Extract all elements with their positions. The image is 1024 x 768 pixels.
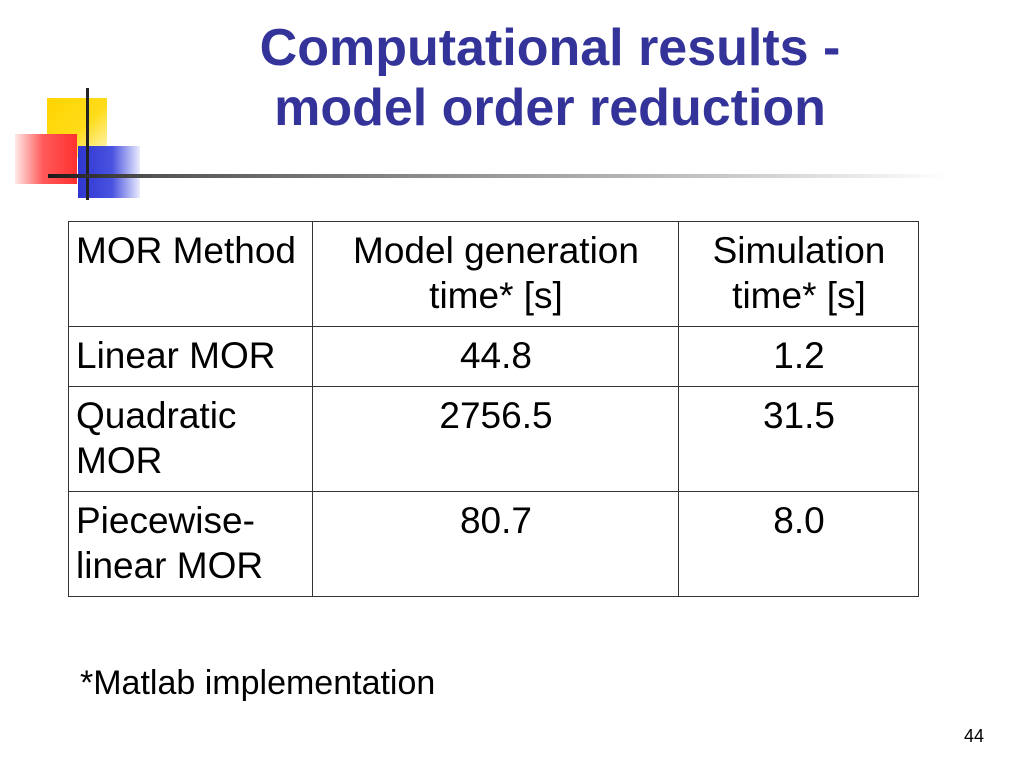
cell-generation-time: 44.8 (312, 326, 679, 387)
cell-simulation-time: 1.2 (678, 326, 919, 387)
table-row: Piecewise-linear MOR 80.7 8.0 (68, 491, 919, 597)
slide-title: Computational results - model order redu… (150, 18, 950, 138)
header-model-generation-time: Model generation time* [s] (312, 221, 679, 327)
title-line-2: model order reduction (274, 79, 826, 137)
cell-method: Piecewise-linear MOR (68, 491, 313, 597)
footnote: *Matlab implementation (80, 664, 436, 702)
header-mor-method: MOR Method (68, 221, 313, 327)
title-decoration (0, 0, 200, 210)
header-simulation-time: Simulation time* [s] (678, 221, 919, 327)
results-table: MOR Method Model generation time* [s] Si… (68, 221, 919, 597)
cell-simulation-time: 31.5 (678, 386, 919, 492)
page-number: 44 (963, 726, 984, 746)
cell-generation-time: 2756.5 (312, 386, 679, 492)
title-underline (48, 174, 948, 178)
cell-simulation-time: 8.0 (678, 491, 919, 597)
table-row: Linear MOR 44.8 1.2 (68, 326, 919, 387)
cell-generation-time: 80.7 (312, 491, 679, 597)
table-row: Quadratic MOR 2756.5 31.5 (68, 386, 919, 492)
table-header-row: MOR Method Model generation time* [s] Si… (68, 221, 919, 327)
decor-vertical-line (86, 88, 89, 200)
cell-method: Linear MOR (68, 326, 313, 387)
title-line-1: Computational results - (259, 19, 841, 77)
cell-method: Quadratic MOR (68, 386, 313, 492)
